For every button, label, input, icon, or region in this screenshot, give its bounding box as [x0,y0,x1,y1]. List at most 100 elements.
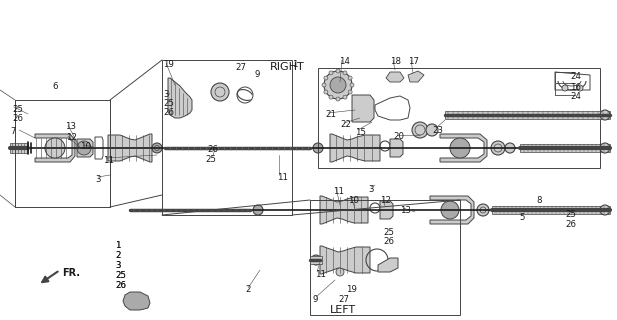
Circle shape [77,141,91,155]
Text: 24: 24 [570,92,581,101]
Text: 7: 7 [10,127,15,136]
Text: 27: 27 [235,63,246,72]
Text: 3: 3 [115,261,120,270]
Polygon shape [352,95,374,122]
Text: 5: 5 [519,213,524,222]
Circle shape [324,90,328,94]
Circle shape [324,76,328,80]
Text: LEFT: LEFT [330,305,356,315]
Text: RIGHT: RIGHT [270,62,305,72]
Polygon shape [310,256,322,264]
Text: 26: 26 [115,281,126,290]
Circle shape [330,77,346,93]
Text: 13: 13 [400,206,411,215]
Text: 6: 6 [52,82,57,91]
Text: 10: 10 [80,142,91,151]
Polygon shape [168,78,192,118]
Circle shape [348,90,352,94]
Text: FR.: FR. [62,268,80,278]
Circle shape [336,268,344,276]
Polygon shape [445,111,610,119]
Text: 15: 15 [355,128,366,137]
Text: 16: 16 [570,83,581,92]
Polygon shape [430,196,474,224]
Circle shape [211,83,229,101]
Polygon shape [123,292,150,310]
Text: 11: 11 [333,187,344,196]
Text: 12: 12 [380,196,391,205]
Text: 3: 3 [368,185,373,194]
Circle shape [152,143,162,153]
Text: 2: 2 [245,285,251,294]
Circle shape [313,143,323,153]
Text: 25: 25 [115,271,126,280]
Text: 26: 26 [207,145,218,154]
Text: 25: 25 [115,271,126,280]
Text: 21: 21 [325,110,336,119]
Circle shape [412,122,428,138]
Circle shape [600,143,610,153]
Polygon shape [378,258,398,272]
Text: 1: 1 [115,241,120,250]
Circle shape [577,85,583,91]
Polygon shape [386,72,404,82]
Text: 2: 2 [115,251,120,260]
Circle shape [450,138,470,158]
Circle shape [600,205,610,215]
Circle shape [324,71,352,99]
Polygon shape [440,134,487,162]
Text: 25: 25 [565,210,576,219]
Polygon shape [390,139,403,157]
Text: 3: 3 [115,261,120,270]
Circle shape [600,110,610,120]
Circle shape [426,124,438,136]
Circle shape [311,255,321,265]
Circle shape [477,204,489,216]
Text: 18: 18 [390,57,401,66]
Text: 25: 25 [163,99,174,108]
Text: 11: 11 [103,156,114,165]
Polygon shape [35,134,75,162]
Text: 9: 9 [255,70,260,79]
Text: 25: 25 [12,105,23,114]
Text: 9: 9 [313,295,318,304]
Text: 1: 1 [292,60,297,69]
Circle shape [441,201,459,219]
Polygon shape [10,143,28,153]
Circle shape [253,205,263,215]
Polygon shape [520,144,610,152]
Text: 23: 23 [432,126,443,135]
Circle shape [505,143,515,153]
Text: 27: 27 [338,295,349,304]
Text: 2: 2 [115,251,120,260]
Circle shape [491,141,505,155]
Polygon shape [320,196,368,224]
Polygon shape [77,139,93,157]
Text: 22: 22 [340,120,351,129]
Text: 10: 10 [348,196,359,205]
Text: 24: 24 [570,72,581,81]
Circle shape [329,95,333,99]
Circle shape [343,71,347,75]
Polygon shape [320,246,370,274]
Circle shape [343,95,347,99]
Text: 20: 20 [393,132,404,141]
Text: 26: 26 [383,237,394,246]
Text: 11: 11 [315,270,326,279]
Circle shape [336,97,340,101]
Text: 26: 26 [565,220,576,229]
Text: 8: 8 [536,196,542,205]
Circle shape [350,83,354,87]
Polygon shape [330,134,380,162]
Text: 19: 19 [163,60,174,69]
Text: 11: 11 [277,173,288,182]
Circle shape [329,71,333,75]
Polygon shape [492,206,610,214]
Text: 3: 3 [163,90,168,99]
Text: 3: 3 [95,175,101,184]
Text: 17: 17 [408,57,419,66]
Text: 25: 25 [383,228,394,237]
Polygon shape [108,134,152,162]
Polygon shape [408,71,424,82]
Circle shape [348,76,352,80]
